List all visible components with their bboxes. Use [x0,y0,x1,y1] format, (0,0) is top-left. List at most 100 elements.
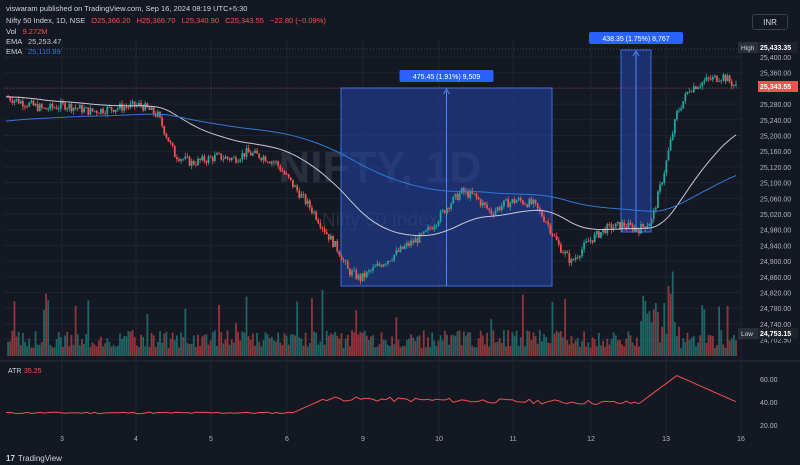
candle-body [732,84,735,86]
candle-body [574,257,577,260]
volume-bar [589,347,592,356]
candle-body [452,196,455,204]
volume-bar [359,331,362,356]
candle-body [475,193,478,198]
volume-bar [633,345,636,356]
ohlc-open: O25,366.20 [91,16,131,25]
candle-body [503,200,505,206]
candle-body [209,156,212,158]
volume-bar [606,338,609,356]
volume-bar [496,341,499,356]
candle-body [361,273,364,281]
candle-body [199,158,202,161]
volume-bar [625,338,628,356]
ema2-legend[interactable]: EMA 25,110.99 [6,47,61,56]
candle-body [720,80,723,82]
candle-body [45,107,47,110]
volume-bar [26,346,28,356]
candle-body [600,232,602,238]
volume-bar [334,331,337,356]
y-tick-label: 24,980.00 [760,228,791,235]
volume-bar [237,331,239,356]
volume-bar [673,322,676,356]
tradingview-brand[interactable]: 17 TradingView [6,454,62,463]
y-tick-label: 25,120.00 [760,165,791,172]
volume-bar [427,337,429,356]
volume-bar [142,337,145,356]
ohlc-low: L25,340.90 [181,16,220,25]
volume-bar [332,334,334,356]
atr-label: ATR [8,368,21,375]
volume-bar [311,298,313,356]
volume-bar [640,321,642,356]
candle-body [410,240,412,246]
volume-bar [247,336,250,356]
volume-bar [138,347,140,356]
candle-body [538,208,541,211]
volume-bar [443,330,446,356]
volume-bar [104,343,107,356]
candle-body [429,227,431,229]
symbol-line: Nifty 50 Index, 1D, NSE O25,366.20 H25,3… [6,16,326,25]
volume-bar [76,334,79,356]
volume-bar [51,347,54,356]
candle-body [650,219,653,225]
symbol-title[interactable]: Nifty 50 Index, 1D, NSE [6,16,86,25]
candle-body [300,194,303,198]
volume-bar [220,332,223,356]
volume-bar [260,346,263,356]
candle-body [652,209,655,220]
volume-bar [433,340,436,356]
candle-body [534,199,537,204]
volume-bar [59,337,62,356]
y-tick-label: 25,200.00 [760,134,791,141]
candle-body [559,244,562,253]
vol-legend[interactable]: Vol 9.272M [6,27,48,36]
candle-body [34,103,37,106]
volume-bar [473,347,476,356]
candle-body [446,207,448,214]
volume-bar [15,336,18,356]
x-tick-label: 9 [361,436,365,443]
candle-body [667,150,670,161]
candle-body [148,107,151,111]
low-tag-label-bg [738,328,758,339]
candle-body [380,265,383,267]
candle-body [154,113,157,117]
last-price-tag-bg [758,81,798,92]
volume-bar [173,340,176,356]
candle-body [547,222,550,225]
candle-body [47,109,50,111]
volume-bar [498,338,501,356]
volume-bar [699,335,702,356]
candle-body [654,207,657,210]
candle-body [735,84,737,85]
volume-bar [129,331,132,356]
candle-body [386,260,389,264]
currency-button[interactable]: INR [752,14,788,30]
volume-bar [492,330,495,356]
candle-body [114,109,117,113]
volume-bar [294,335,296,356]
candle-body [728,75,731,82]
volume-bar [68,346,71,356]
volume-bar [228,344,231,356]
candle-body [91,108,94,112]
candle-body [258,153,261,159]
volume-bar [448,344,450,356]
volume-bar [346,334,349,356]
volume-bar [87,300,90,356]
volume-bar [144,346,147,356]
candle-body [505,199,507,201]
ema1-legend[interactable]: EMA 25,253.47 [6,37,61,46]
x-tick-label: 5 [209,436,213,443]
candle-body [197,158,199,166]
candle-body [427,227,429,231]
volume-bar [705,342,708,356]
volume-bar [490,319,493,356]
volume-bar [353,332,356,356]
volume-bar [209,340,212,356]
volume-bar [154,346,157,356]
y-tick-label: 24,740.00 [760,322,791,329]
